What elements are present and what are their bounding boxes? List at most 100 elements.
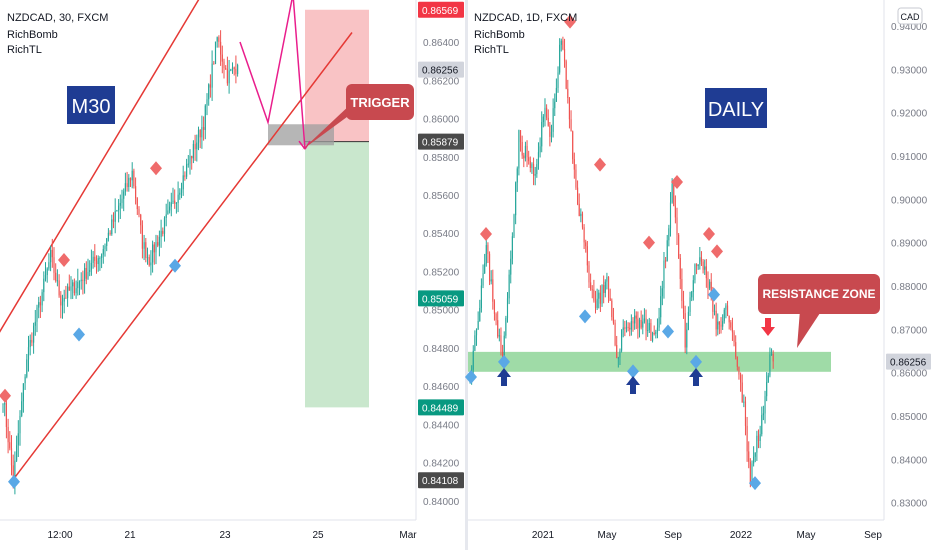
candle-body bbox=[546, 107, 548, 118]
candle-body bbox=[655, 331, 657, 334]
candle bbox=[84, 263, 86, 294]
candle bbox=[19, 410, 21, 446]
resistance-down-arrow bbox=[761, 318, 775, 336]
candle bbox=[169, 201, 171, 214]
candle bbox=[230, 68, 232, 72]
candle bbox=[730, 320, 732, 331]
candle bbox=[78, 280, 81, 296]
candle bbox=[174, 189, 176, 209]
candle bbox=[67, 283, 69, 307]
y-tick-label: 0.84800 bbox=[423, 344, 460, 355]
candle-body bbox=[707, 278, 709, 289]
candle bbox=[560, 38, 562, 52]
candle bbox=[41, 289, 43, 313]
m30-symbol-title: NZDCAD, 30, FXCM bbox=[7, 12, 108, 24]
candle-body bbox=[621, 329, 623, 351]
candle bbox=[599, 285, 601, 312]
candle bbox=[715, 302, 717, 337]
candle bbox=[614, 319, 616, 347]
candle-body bbox=[679, 257, 681, 280]
candle-body bbox=[695, 264, 698, 267]
candle bbox=[191, 155, 193, 170]
candle-body bbox=[554, 101, 556, 109]
candle bbox=[152, 240, 154, 273]
candle-body bbox=[658, 317, 660, 328]
sell-marker-diamond bbox=[564, 14, 576, 29]
candle-body bbox=[78, 280, 81, 283]
candle bbox=[72, 279, 74, 300]
candle bbox=[33, 322, 35, 354]
candle-body bbox=[506, 298, 509, 319]
candle bbox=[36, 304, 38, 333]
candle bbox=[707, 271, 709, 300]
candle-body bbox=[63, 297, 65, 302]
x-tick-label: Sep bbox=[864, 530, 882, 541]
candle bbox=[709, 279, 711, 291]
candle bbox=[214, 41, 217, 65]
candle-body bbox=[121, 198, 123, 204]
candle bbox=[759, 425, 761, 449]
currency-badge-box[interactable] bbox=[897, 7, 923, 25]
daily-label: DAILY bbox=[705, 88, 767, 128]
candle bbox=[718, 321, 720, 335]
candle-body bbox=[638, 319, 641, 329]
candle bbox=[617, 356, 619, 368]
candle bbox=[490, 270, 492, 285]
candle-body bbox=[479, 308, 481, 322]
candle-body bbox=[487, 245, 489, 254]
candle bbox=[22, 383, 24, 413]
currency-badge-text[interactable]: CAD bbox=[900, 12, 920, 22]
candle-body bbox=[472, 350, 474, 370]
candle-body bbox=[715, 310, 717, 330]
candle-body bbox=[740, 374, 742, 383]
y-tick-label: 0.86200 bbox=[423, 76, 460, 87]
candle bbox=[647, 319, 649, 337]
candle bbox=[194, 134, 196, 161]
candle-body bbox=[643, 318, 645, 322]
candle bbox=[140, 213, 142, 234]
buy-marker-diamond bbox=[498, 354, 510, 369]
candle bbox=[136, 197, 138, 215]
candle bbox=[155, 234, 157, 265]
candle bbox=[754, 452, 756, 463]
candle-body bbox=[143, 242, 145, 249]
m30-price-label: 0.86569 bbox=[418, 1, 464, 18]
candle bbox=[104, 243, 106, 257]
candle-body bbox=[90, 262, 92, 271]
trigger-level-box bbox=[268, 124, 334, 146]
candle bbox=[563, 38, 566, 68]
candle bbox=[585, 239, 587, 253]
candle bbox=[640, 310, 642, 330]
candle bbox=[97, 255, 99, 272]
candle-body bbox=[94, 256, 96, 261]
candle-body bbox=[233, 67, 235, 69]
currency-badge[interactable]: CAD bbox=[897, 7, 923, 25]
candle bbox=[479, 299, 481, 322]
candle-body bbox=[46, 268, 48, 276]
candle-body bbox=[609, 297, 611, 301]
candle-body bbox=[580, 213, 582, 217]
candle bbox=[524, 141, 526, 162]
candle-body bbox=[526, 145, 528, 158]
candle-body bbox=[665, 260, 667, 262]
candle bbox=[536, 158, 538, 178]
candle-body bbox=[9, 442, 11, 449]
candle-body bbox=[725, 305, 727, 310]
candle-body bbox=[493, 301, 496, 314]
candle bbox=[601, 284, 603, 307]
candle-body bbox=[650, 322, 652, 341]
daily-label-text: DAILY bbox=[708, 99, 764, 121]
candle bbox=[735, 335, 737, 360]
candle bbox=[681, 268, 683, 309]
candle-body bbox=[686, 329, 688, 348]
candle-body bbox=[549, 125, 551, 137]
candle bbox=[679, 254, 681, 290]
candle-body bbox=[518, 130, 520, 169]
channel-upper-line bbox=[0, 0, 200, 333]
candle-body bbox=[586, 246, 588, 266]
resistance-zone bbox=[468, 351, 831, 372]
candle bbox=[221, 45, 223, 74]
x-tick-label: 12:00 bbox=[47, 530, 72, 541]
y-tick-label: 0.85400 bbox=[423, 229, 460, 240]
candle-body bbox=[681, 279, 683, 301]
